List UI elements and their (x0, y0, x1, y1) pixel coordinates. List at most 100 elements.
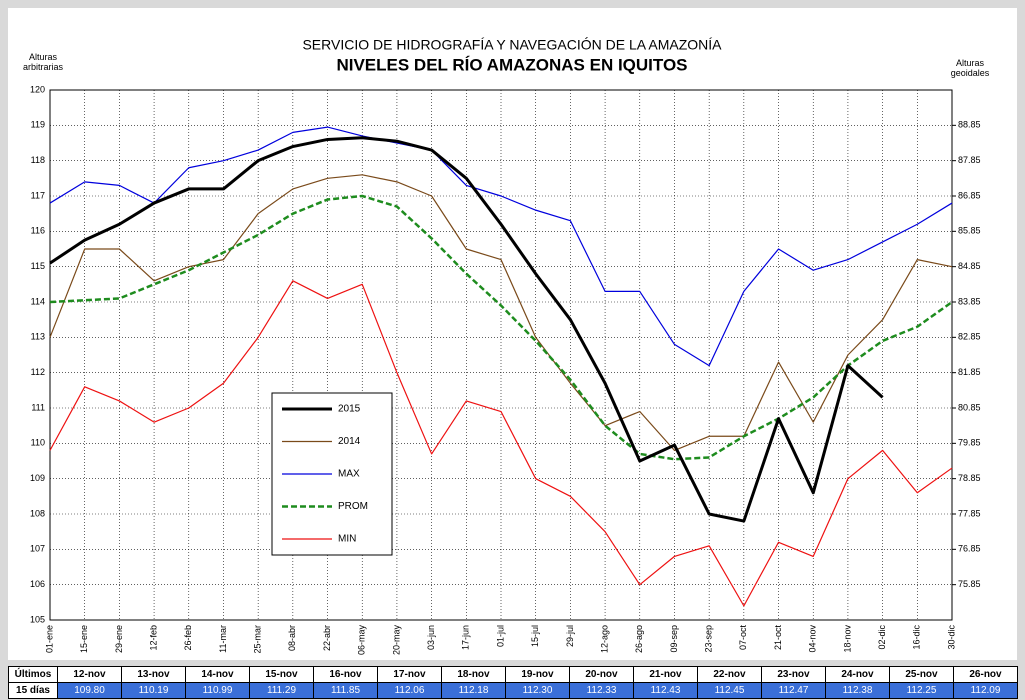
value-cell: 112.30 (505, 682, 570, 699)
date-row: Últimos 12-nov 13-nov 14-nov 15-nov 16-nov 17-… (8, 666, 1018, 683)
value-cell: 111.85 (313, 682, 378, 699)
x-tick-label: 16-dic (912, 625, 922, 650)
series-line (49, 280, 953, 607)
y2-tick-label: 81.85 (958, 367, 981, 377)
value-cell: 110.99 (185, 682, 250, 699)
series-line (49, 126, 953, 367)
x-tick-label: 08-abr (287, 625, 297, 651)
summary-table: Últimos 12-nov 13-nov 14-nov 15-nov 16-nov 17-… (8, 666, 1018, 699)
series-line (49, 136, 884, 523)
value-cell: 112.06 (377, 682, 442, 699)
date-cell: 21-nov (633, 666, 698, 683)
chart-background (8, 8, 1017, 660)
x-tick-label: 23-sep (704, 625, 714, 653)
value-cell: 112.43 (633, 682, 698, 699)
y-tick-label: 115 (31, 261, 45, 271)
y2-tick-label: 88.85 (958, 120, 981, 130)
x-tick-label: 22-abr (322, 625, 332, 651)
x-tick-label: 15-jul (530, 625, 540, 647)
y-tick-label: 120 (30, 84, 45, 94)
y-axis-label: Alturas arbitrarias (22, 52, 63, 72)
value-cell: 109.80 (57, 682, 122, 699)
y-tick-label: 117 (31, 190, 45, 200)
y-tick-label: 118 (31, 155, 45, 165)
value-cell: 110.19 (121, 682, 186, 699)
x-tick-label: 12-ago (599, 625, 609, 653)
legend-label: MIN (338, 534, 356, 545)
x-tick-label: 17-jun (461, 625, 471, 650)
y2-tick-label: 78.85 (958, 473, 981, 483)
x-tick-label: 30-dic (946, 625, 956, 650)
date-cell: 16-nov (313, 666, 378, 683)
y-tick-label: 112 (31, 367, 45, 377)
value-cell: 112.18 (441, 682, 506, 699)
legend-label: PROM (338, 501, 368, 512)
y2-tick-label: 83.85 (958, 296, 981, 306)
y-tick-label: 105 (30, 614, 45, 624)
date-cell: 14-nov (185, 666, 250, 683)
value-cell: 112.09 (953, 682, 1018, 699)
x-tick-label: 11-mar (218, 625, 228, 653)
value-cell: 111.29 (249, 682, 314, 699)
value-cell: 112.33 (569, 682, 634, 699)
date-cell: 25-nov (889, 666, 954, 683)
chart-title: SERVICIO DE HIDROGRAFÍA Y NAVEGACIÓN DE … (302, 37, 722, 53)
y-tick-label: 106 (30, 579, 45, 589)
x-tick-label: 12-feb (148, 625, 158, 651)
value-row: 15 días 109.80 110.19 110.99 111.29 111.85 112… (8, 682, 1018, 699)
x-tick-label: 01-ene (44, 625, 54, 653)
date-cell: 17-nov (377, 666, 442, 683)
y2-tick-label: 87.85 (958, 155, 981, 165)
legend-label: 2014 (338, 436, 361, 447)
y-tick-label: 108 (30, 508, 45, 518)
date-cell: 23-nov (761, 666, 826, 683)
y2-axis-label: Alturas geoidales (950, 58, 990, 78)
y2-tick-label: 77.85 (958, 508, 981, 518)
row-label: Últimos (8, 666, 58, 683)
x-tick-label: 07-oct (738, 625, 748, 651)
y2-tick-label: 86.85 (958, 190, 981, 200)
x-tick-label: 21-oct (773, 625, 783, 651)
y2-tick-label: 79.85 (958, 438, 981, 448)
x-tick-label: 15-ene (79, 625, 89, 653)
x-tick-label: 09-sep (669, 625, 679, 653)
plot-frame (49, 89, 953, 621)
chart: SERVICIO DE HIDROGRAFÍA Y NAVEGACIÓN DE … (8, 8, 1017, 660)
x-tick-label: 29-ene (114, 625, 124, 653)
y-tick-label: 119 (31, 120, 45, 130)
date-cell: 18-nov (441, 666, 506, 683)
y2-tick-label: 75.85 (958, 579, 981, 589)
x-tick-label: 25-mar (253, 625, 263, 654)
y-tick-label: 107 (30, 544, 45, 554)
row-label: 15 días (8, 682, 58, 699)
value-cell: 112.47 (761, 682, 826, 699)
y-tick-label: 110 (31, 438, 45, 448)
y2-axis-label-text: Alturas geoidales (950, 58, 990, 78)
y-tick-label: 111 (31, 402, 45, 412)
date-cell: 26-nov (953, 666, 1018, 683)
x-tick-label: 26-ago (634, 625, 644, 653)
date-cell: 13-nov (121, 666, 186, 683)
x-tick-label: 02-dic (877, 625, 887, 650)
value-cell: 112.45 (697, 682, 762, 699)
y-tick-label: 109 (30, 473, 45, 483)
x-tick-label: 29-jul (565, 625, 575, 647)
x-tick-label: 04-nov (808, 625, 818, 653)
date-cell: 22-nov (697, 666, 762, 683)
date-cell: 15-nov (249, 666, 314, 683)
date-cell: 24-nov (825, 666, 890, 683)
x-tick-label: 20-may (391, 625, 401, 656)
date-cell: 20-nov (569, 666, 634, 683)
y-tick-label: 114 (31, 296, 45, 306)
value-cell: 112.25 (889, 682, 954, 699)
value-cell: 112.38 (825, 682, 890, 699)
x-tick-label: 18-nov (842, 625, 852, 653)
x-tick-label: 06-may (357, 625, 367, 656)
legend-label: MAX (338, 469, 360, 480)
y-tick-label: 116 (31, 226, 45, 236)
y-axis-label-text: Alturas arbitrarias (22, 52, 63, 72)
x-tick-label: 01-jul (495, 625, 505, 647)
y2-tick-label: 85.85 (958, 226, 981, 236)
y2-tick-label: 80.85 (958, 402, 981, 412)
